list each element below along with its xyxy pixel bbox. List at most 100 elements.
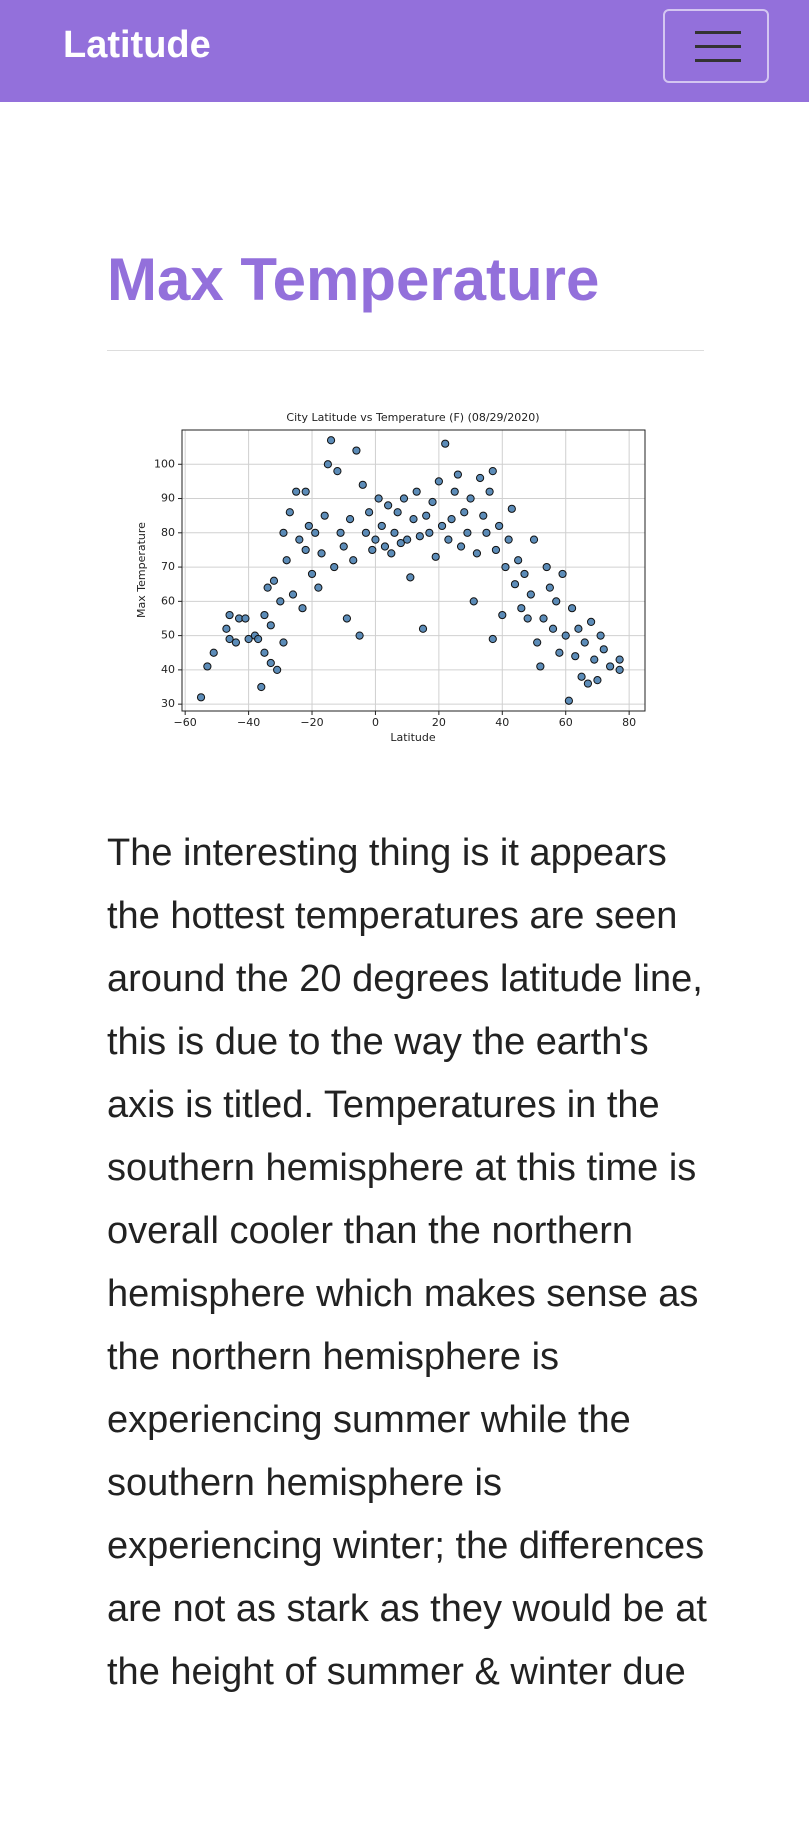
point [542, 562, 551, 572]
point [615, 655, 624, 664]
y-axis-label: Max Temperature [135, 522, 148, 618]
point [231, 638, 241, 647]
menu-toggle[interactable] [663, 9, 769, 83]
point [304, 521, 313, 531]
point [225, 634, 234, 644]
y-tick-label: 70 [161, 560, 175, 573]
point [412, 487, 421, 496]
point [254, 634, 263, 644]
point [596, 631, 605, 640]
point [349, 556, 358, 565]
y-tick-label: 30 [161, 697, 175, 710]
chart-title: City Latitude vs Temperature (F) (08/29/… [286, 411, 539, 424]
point [526, 590, 535, 599]
point [342, 614, 352, 623]
point [339, 542, 348, 551]
point [333, 467, 342, 476]
point [298, 604, 307, 613]
point [396, 538, 405, 548]
point [320, 511, 329, 520]
point [384, 501, 393, 510]
navbar: Latitude [0, 0, 809, 102]
point [593, 676, 602, 685]
point [361, 528, 371, 537]
point [567, 604, 577, 613]
point [371, 535, 380, 544]
point [514, 556, 523, 565]
point [488, 634, 497, 644]
point [504, 535, 513, 544]
point [574, 624, 583, 633]
point [418, 624, 428, 633]
point [485, 487, 494, 496]
point [377, 521, 386, 531]
point [365, 508, 374, 517]
point [571, 652, 580, 661]
point [501, 562, 510, 572]
point [257, 682, 266, 692]
point [323, 460, 332, 469]
point [548, 624, 558, 633]
point [425, 528, 434, 537]
x-tick-label: 60 [559, 716, 573, 729]
point [368, 545, 377, 555]
brand[interactable]: Latitude [63, 24, 211, 66]
point [545, 583, 554, 592]
point [393, 508, 402, 517]
point [558, 569, 567, 579]
point [409, 514, 418, 524]
divider [107, 350, 704, 351]
point [222, 624, 231, 633]
point [447, 514, 456, 524]
heading: Max Temperature [107, 246, 600, 313]
point [441, 439, 450, 448]
point [279, 638, 288, 647]
point [536, 662, 545, 671]
point [552, 597, 561, 606]
point [266, 621, 275, 630]
point [307, 569, 317, 579]
point [479, 511, 488, 520]
point [406, 573, 415, 582]
point [529, 535, 539, 544]
point [387, 549, 396, 558]
point [510, 580, 520, 589]
point [330, 562, 339, 572]
x-tick-label: −60 [174, 716, 197, 729]
point [444, 535, 453, 544]
point [266, 658, 275, 668]
point [311, 528, 320, 537]
point [282, 556, 291, 565]
point [520, 569, 529, 579]
point [453, 470, 462, 479]
point [469, 597, 478, 606]
point [577, 672, 586, 681]
x-tick-label: −40 [237, 716, 260, 729]
point [495, 521, 504, 531]
point [260, 648, 269, 657]
y-tick-label: 60 [161, 594, 175, 607]
icon-bar [695, 59, 741, 62]
point [285, 508, 294, 517]
point [498, 610, 507, 620]
point [260, 610, 269, 620]
chart: City Latitude vs Temperature (F) (08/29/… [135, 411, 646, 744]
point [533, 638, 542, 647]
point [292, 487, 301, 496]
point [434, 477, 443, 486]
point [615, 665, 624, 674]
point [279, 528, 288, 537]
x-tick-label: 40 [495, 716, 509, 729]
point [358, 480, 367, 489]
point [437, 521, 447, 531]
point [326, 436, 336, 445]
point [488, 467, 497, 476]
point [301, 545, 310, 555]
icon-bar [695, 45, 741, 48]
point [241, 614, 250, 623]
point [460, 508, 469, 517]
point [472, 549, 482, 558]
x-tick-label: 20 [432, 716, 446, 729]
point [428, 497, 437, 507]
y-tick-label: 100 [154, 457, 175, 470]
